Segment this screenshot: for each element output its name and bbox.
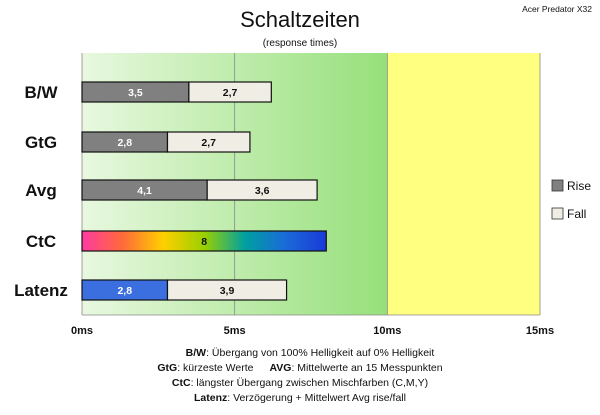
legend-label-rise: Rise	[567, 179, 591, 193]
footnote-3-text: : längster Übergang zwischen Mischfarben…	[191, 377, 429, 389]
category-labels: B/W GtG Avg CtC Latenz	[14, 83, 68, 300]
zone-1	[387, 53, 540, 315]
label-rise-4: 2,8	[117, 285, 132, 297]
chart-subtitle: (response times)	[263, 38, 337, 49]
label-fall-1: 2,7	[201, 137, 216, 149]
bar-fall-1	[166, 131, 251, 153]
footnote-4-text: : Verzögerung + Mittelwert Avg rise/fall	[227, 392, 406, 404]
bar-fall-0	[188, 81, 272, 103]
footnote-2: GtG: kürzeste Werte AVG: Mittelwerte an 1…	[157, 362, 442, 374]
footnote-1-key: B/W	[186, 347, 207, 359]
bar-fall-4	[166, 279, 288, 301]
legend-swatch-rise	[551, 179, 564, 192]
x-tick-label-1: 5ms	[224, 325, 246, 337]
x-tick-label-2: 10ms	[373, 325, 401, 337]
category-label-4: Latenz	[14, 281, 68, 300]
footnote-3-key: CtC	[172, 377, 191, 389]
label-rise-0: 3,5	[128, 87, 143, 99]
x-tick-labels: 0ms 5ms 10ms 15ms	[71, 325, 554, 337]
bars: 3,5 2,7 2,8 2,7 4,1 3,6 8 2,8 3,9	[81, 81, 327, 301]
x-tick-label-0: 0ms	[71, 325, 93, 337]
bar-rise-3	[81, 230, 327, 252]
legend-label-fall: Fall	[567, 207, 586, 221]
chart-title: Schaltzeiten	[240, 7, 360, 32]
label-rise-3: 8	[201, 236, 207, 248]
bar-fall-2	[206, 179, 318, 201]
footnote-1: B/W: Übergang von 100% Helligkeit auf 0%…	[186, 347, 435, 359]
label-fall-0: 2,7	[223, 87, 238, 99]
legend: Rise Fall	[551, 179, 591, 221]
footnote-3: CtC: längster Übergang zwischen Mischfar…	[172, 377, 428, 389]
category-label-0: B/W	[24, 83, 58, 102]
footnote-4: Latenz: Verzögerung + Mittelwert Avg ris…	[194, 392, 406, 404]
label-fall-4: 3,9	[220, 285, 235, 297]
label-rise-2: 4,1	[137, 185, 152, 197]
footnote-2b-key: AVG	[269, 362, 291, 374]
category-label-2: Avg	[25, 181, 57, 200]
footnote-1-text: : Übergang von 100% Helligkeit auf 0% He…	[206, 347, 434, 359]
category-label-3: CtC	[26, 232, 56, 251]
x-tick-label-3: 15ms	[526, 325, 554, 337]
footnote-4-key: Latenz	[194, 392, 227, 404]
footnotes: B/W: Übergang von 100% Helligkeit auf 0%…	[157, 347, 442, 404]
footnote-2a-key: GtG	[157, 362, 177, 374]
monitor-label: Acer Predator X32	[522, 4, 592, 14]
footnote-2a-text: : kürzeste Werte	[177, 362, 253, 374]
legend-swatch-fall	[551, 207, 564, 220]
category-label-1: GtG	[25, 133, 57, 152]
label-fall-2: 3,6	[255, 185, 270, 197]
footnote-2b-text: : Mittelwerte an 15 Messpunkten	[291, 362, 442, 374]
label-rise-1: 2,8	[117, 137, 132, 149]
